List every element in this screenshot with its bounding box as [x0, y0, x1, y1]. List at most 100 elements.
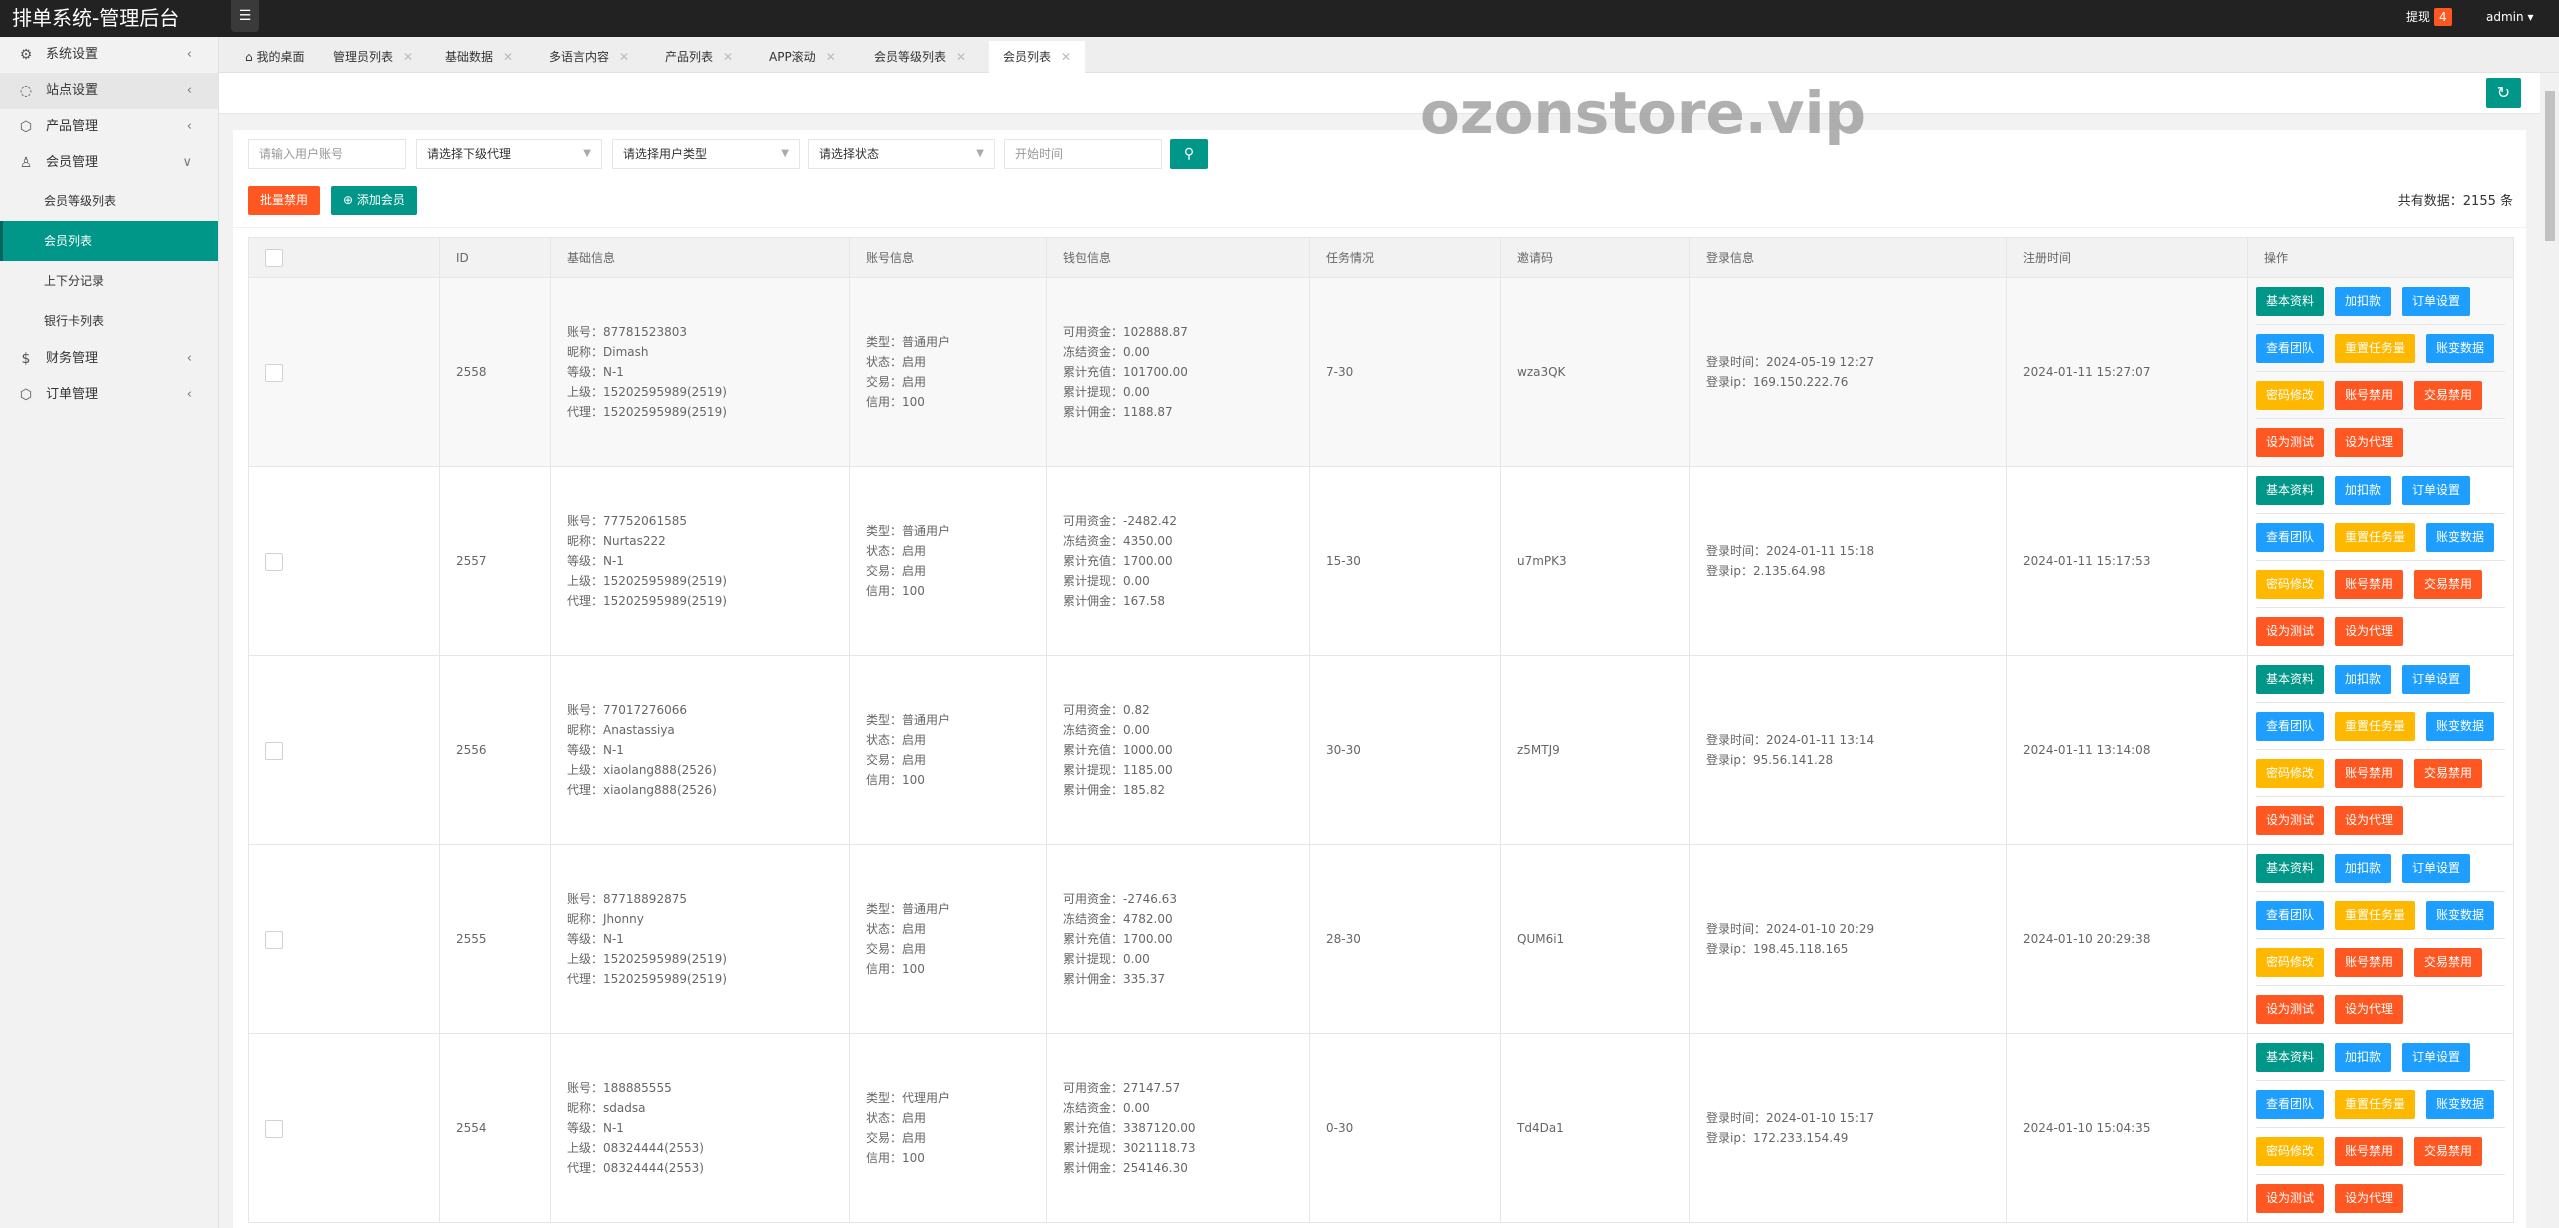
- action-button[interactable]: 重置任务量: [2335, 523, 2416, 552]
- sidebar-subitem[interactable]: 会员列表: [0, 221, 218, 261]
- action-button[interactable]: 设为代理: [2335, 428, 2404, 457]
- action-button[interactable]: 账号禁用: [2335, 948, 2404, 977]
- action-button[interactable]: 设为代理: [2335, 806, 2404, 835]
- sidebar-subitem[interactable]: 会员等级列表: [44, 194, 117, 208]
- sidebar-item-5[interactable]: ⬡ 订单管理 ‹: [0, 377, 218, 413]
- sidebar-subitem[interactable]: 银行卡列表: [44, 314, 105, 328]
- action-button[interactable]: 密码修改: [2256, 381, 2325, 410]
- close-icon[interactable]: ✕: [619, 50, 630, 64]
- tab-7[interactable]: 会员列表 ✕: [989, 41, 1086, 73]
- action-button[interactable]: 设为测试: [2256, 1184, 2325, 1213]
- select-all-checkbox[interactable]: [265, 248, 283, 267]
- action-button[interactable]: 账变数据: [2426, 901, 2495, 930]
- action-button[interactable]: 基本资料: [2256, 476, 2325, 505]
- account-search-input[interactable]: 请输入用户账号: [248, 139, 406, 169]
- action-button[interactable]: 加扣款: [2335, 287, 2392, 316]
- start-time-input[interactable]: 开始时间: [1004, 139, 1162, 169]
- add-member-button[interactable]: ⊕ 添加会员: [331, 186, 417, 215]
- close-icon[interactable]: ✕: [403, 50, 414, 64]
- close-icon[interactable]: ✕: [956, 50, 967, 64]
- action-button[interactable]: 密码修改: [2256, 570, 2325, 599]
- action-button[interactable]: 设为测试: [2256, 995, 2325, 1024]
- withdraw-link[interactable]: 提现 4: [2406, 8, 2452, 26]
- action-button[interactable]: 账号禁用: [2335, 570, 2404, 599]
- action-button[interactable]: 重置任务量: [2335, 334, 2416, 363]
- search-button[interactable]: ⚲: [1170, 139, 1208, 169]
- user-type-select[interactable]: 请选择用户类型 ▼: [612, 139, 800, 169]
- action-button[interactable]: 账号禁用: [2335, 1137, 2404, 1166]
- action-button[interactable]: 订单设置: [2402, 1043, 2471, 1072]
- action-button[interactable]: 查看团队: [2256, 1090, 2325, 1119]
- action-button[interactable]: 设为测试: [2256, 617, 2325, 646]
- row-checkbox[interactable]: [265, 363, 283, 382]
- action-button[interactable]: 密码修改: [2256, 759, 2325, 788]
- action-button[interactable]: 设为测试: [2256, 806, 2325, 835]
- action-button[interactable]: 订单设置: [2402, 665, 2471, 694]
- action-button[interactable]: 查看团队: [2256, 901, 2325, 930]
- tab-6[interactable]: 会员等级列表 ✕: [860, 41, 980, 73]
- action-button[interactable]: 订单设置: [2402, 287, 2471, 316]
- action-button[interactable]: 交易禁用: [2414, 570, 2483, 599]
- action-button[interactable]: 设为测试: [2256, 428, 2325, 457]
- sidebar-item-2[interactable]: ⬡ 产品管理 ‹: [0, 109, 218, 145]
- action-button[interactable]: 查看团队: [2256, 523, 2325, 552]
- row-checkbox[interactable]: [265, 930, 283, 949]
- action-button[interactable]: 重置任务量: [2335, 1090, 2416, 1119]
- scrollbar-thumb[interactable]: [2545, 91, 2555, 241]
- action-button[interactable]: 密码修改: [2256, 948, 2325, 977]
- refresh-button[interactable]: ↻: [2486, 78, 2521, 108]
- sidebar-item-4[interactable]: $ 财务管理 ‹: [0, 341, 218, 377]
- action-button[interactable]: 账变数据: [2426, 1090, 2495, 1119]
- action-button[interactable]: 查看团队: [2256, 334, 2325, 363]
- row-checkbox[interactable]: [265, 552, 283, 571]
- sidebar-item-1[interactable]: ◌ 站点设置 ‹: [0, 73, 218, 109]
- action-button[interactable]: 基本资料: [2256, 287, 2325, 316]
- close-icon[interactable]: ✕: [503, 50, 514, 64]
- action-button[interactable]: 设为代理: [2335, 995, 2404, 1024]
- action-button[interactable]: 账变数据: [2426, 334, 2495, 363]
- user-menu[interactable]: admin ▾: [2486, 8, 2533, 26]
- agent-select[interactable]: 请选择下级代理 ▼: [416, 139, 602, 169]
- batch-disable-button[interactable]: 批量禁用: [248, 186, 321, 215]
- tab-5[interactable]: APP滚动 ✕: [755, 41, 850, 73]
- action-button[interactable]: 订单设置: [2402, 854, 2471, 883]
- action-button[interactable]: 设为代理: [2335, 617, 2404, 646]
- row-checkbox[interactable]: [265, 741, 283, 760]
- sidebar-subitem[interactable]: 上下分记录: [44, 274, 105, 288]
- action-button[interactable]: 交易禁用: [2414, 1137, 2483, 1166]
- action-button[interactable]: 基本资料: [2256, 1043, 2325, 1072]
- action-button[interactable]: 账变数据: [2426, 523, 2495, 552]
- scrollbar[interactable]: [2540, 73, 2559, 1228]
- sidebar-item-0[interactable]: ⚙ 系统设置 ‹: [0, 37, 218, 73]
- tab-4[interactable]: 产品列表 ✕: [651, 41, 747, 73]
- action-button[interactable]: 订单设置: [2402, 476, 2471, 505]
- action-button[interactable]: 密码修改: [2256, 1137, 2325, 1166]
- close-icon[interactable]: ✕: [1061, 50, 1072, 64]
- action-button[interactable]: 交易禁用: [2414, 381, 2483, 410]
- close-icon[interactable]: ✕: [723, 50, 734, 64]
- action-button[interactable]: 基本资料: [2256, 665, 2325, 694]
- tab-3[interactable]: 多语言内容 ✕: [535, 41, 643, 73]
- action-button[interactable]: 账号禁用: [2335, 759, 2404, 788]
- action-button[interactable]: 设为代理: [2335, 1184, 2404, 1213]
- action-button[interactable]: 账变数据: [2426, 712, 2495, 741]
- action-button[interactable]: 交易禁用: [2414, 948, 2483, 977]
- action-button[interactable]: 账号禁用: [2335, 381, 2404, 410]
- action-button[interactable]: 加扣款: [2335, 854, 2392, 883]
- row-checkbox[interactable]: [265, 1119, 283, 1138]
- status-select[interactable]: 请选择状态 ▼: [808, 139, 995, 169]
- action-button[interactable]: 查看团队: [2256, 712, 2325, 741]
- action-button[interactable]: 加扣款: [2335, 1043, 2392, 1072]
- sidebar-item-3[interactable]: ♙ 会员管理 ∨: [0, 145, 218, 181]
- action-button[interactable]: 加扣款: [2335, 476, 2392, 505]
- menu-toggle-icon[interactable]: ☰: [231, 0, 259, 32]
- action-button[interactable]: 加扣款: [2335, 665, 2392, 694]
- tab-0[interactable]: ⌂ 我的桌面: [231, 41, 318, 73]
- tab-1[interactable]: 管理员列表 ✕: [319, 41, 427, 73]
- action-button[interactable]: 基本资料: [2256, 854, 2325, 883]
- action-button[interactable]: 交易禁用: [2414, 759, 2483, 788]
- action-button[interactable]: 重置任务量: [2335, 901, 2416, 930]
- tab-2[interactable]: 基础数据 ✕: [431, 41, 527, 73]
- close-icon[interactable]: ✕: [825, 50, 836, 64]
- action-button[interactable]: 重置任务量: [2335, 712, 2416, 741]
